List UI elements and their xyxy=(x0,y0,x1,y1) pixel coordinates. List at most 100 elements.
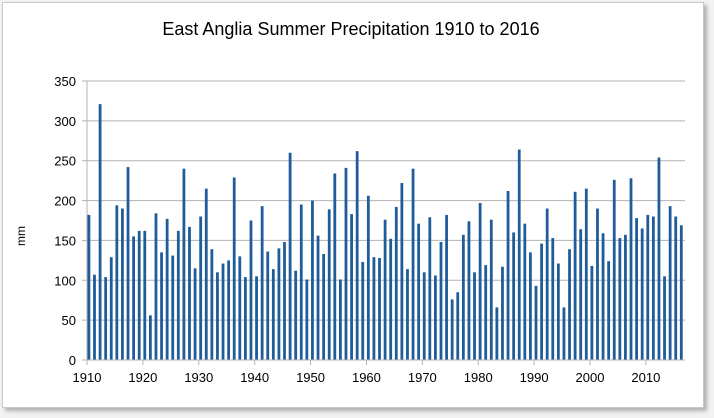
bar xyxy=(148,315,152,360)
bar xyxy=(355,151,359,360)
bar xyxy=(579,229,583,360)
bar xyxy=(596,208,599,360)
bar xyxy=(193,268,197,360)
bar xyxy=(232,177,236,360)
y-tick-label: 50 xyxy=(62,313,76,328)
bar xyxy=(249,220,253,360)
axes xyxy=(86,81,685,361)
x-tick-label: 1950 xyxy=(296,370,325,385)
bar xyxy=(160,252,163,360)
x-tick-label: 1960 xyxy=(352,370,381,385)
bar xyxy=(372,257,376,360)
bar xyxy=(439,242,443,360)
bar xyxy=(445,214,448,360)
bar xyxy=(104,277,108,360)
bar xyxy=(461,234,465,360)
bar xyxy=(121,208,124,360)
bar xyxy=(227,260,231,360)
bar xyxy=(679,225,683,360)
bar xyxy=(523,223,527,360)
x-tick-label: 1940 xyxy=(240,370,269,385)
bar xyxy=(316,235,320,360)
x-tick-label: 2000 xyxy=(576,370,605,385)
bar xyxy=(126,167,130,360)
bar xyxy=(87,214,91,360)
bar xyxy=(529,252,532,360)
bar xyxy=(389,238,393,360)
x-tick-label: 1920 xyxy=(128,370,157,385)
bar xyxy=(646,214,650,360)
bar xyxy=(651,216,655,360)
bar xyxy=(545,208,549,360)
bar xyxy=(489,219,493,360)
bar xyxy=(327,209,331,360)
bar xyxy=(283,242,286,360)
bar xyxy=(556,263,560,360)
bar xyxy=(657,157,661,360)
bar xyxy=(562,307,566,360)
chart-frame: East Anglia Summer Precipitation 1910 to… xyxy=(2,2,704,408)
bar xyxy=(456,292,460,360)
x-tick-labels: 1910 1920 1930 1940 1950 1960 1970 1980 1990 2000… xyxy=(73,360,660,385)
y-axis-label: mm xyxy=(14,226,28,246)
bar xyxy=(243,277,247,360)
bar xyxy=(551,238,555,360)
bar xyxy=(176,230,180,360)
x-tick-label: 1930 xyxy=(184,370,213,385)
bar xyxy=(635,218,638,360)
bar xyxy=(629,178,633,360)
bar xyxy=(406,269,409,360)
bar xyxy=(171,255,175,360)
bar xyxy=(210,249,214,360)
bar xyxy=(540,243,543,360)
bar xyxy=(573,191,577,360)
bar xyxy=(154,213,158,360)
y-tick-label: 350 xyxy=(54,74,76,89)
bar xyxy=(624,234,627,360)
bar xyxy=(305,279,309,360)
bar xyxy=(473,272,476,360)
bar xyxy=(607,261,611,360)
bar xyxy=(422,272,426,360)
bar xyxy=(517,149,521,360)
bar xyxy=(288,152,292,360)
bar xyxy=(366,195,370,360)
bar xyxy=(663,276,666,360)
bar xyxy=(299,204,303,360)
bar xyxy=(361,261,365,360)
bar xyxy=(322,253,326,360)
y-tick-label: 100 xyxy=(54,273,76,288)
bar xyxy=(417,223,421,360)
bar xyxy=(601,233,605,360)
bar xyxy=(450,299,454,360)
bar xyxy=(137,230,141,360)
bar xyxy=(394,206,398,360)
y-tick-label: 0 xyxy=(69,353,76,368)
bar xyxy=(93,274,96,360)
bar xyxy=(294,270,298,360)
y-tick-label: 150 xyxy=(54,233,76,248)
bar xyxy=(132,236,136,360)
bar xyxy=(350,214,353,360)
x-tick-label: 1910 xyxy=(73,370,102,385)
bar xyxy=(534,285,538,360)
bar xyxy=(411,168,415,360)
bar xyxy=(495,307,499,360)
bar xyxy=(512,232,516,360)
bar xyxy=(584,188,588,360)
bar xyxy=(378,257,381,360)
bar xyxy=(668,206,672,360)
bar xyxy=(640,228,644,360)
bar xyxy=(478,202,482,360)
y-tick-label: 250 xyxy=(54,154,76,169)
bar xyxy=(98,104,102,360)
bar xyxy=(501,266,504,360)
bar xyxy=(255,276,258,360)
chart: East Anglia Summer Precipitation 1910 to… xyxy=(14,19,685,385)
x-tick-label: 1990 xyxy=(520,370,549,385)
bar xyxy=(216,272,219,360)
bar xyxy=(311,200,314,360)
bar xyxy=(204,188,208,360)
bar xyxy=(618,238,622,360)
bar xyxy=(434,275,437,360)
